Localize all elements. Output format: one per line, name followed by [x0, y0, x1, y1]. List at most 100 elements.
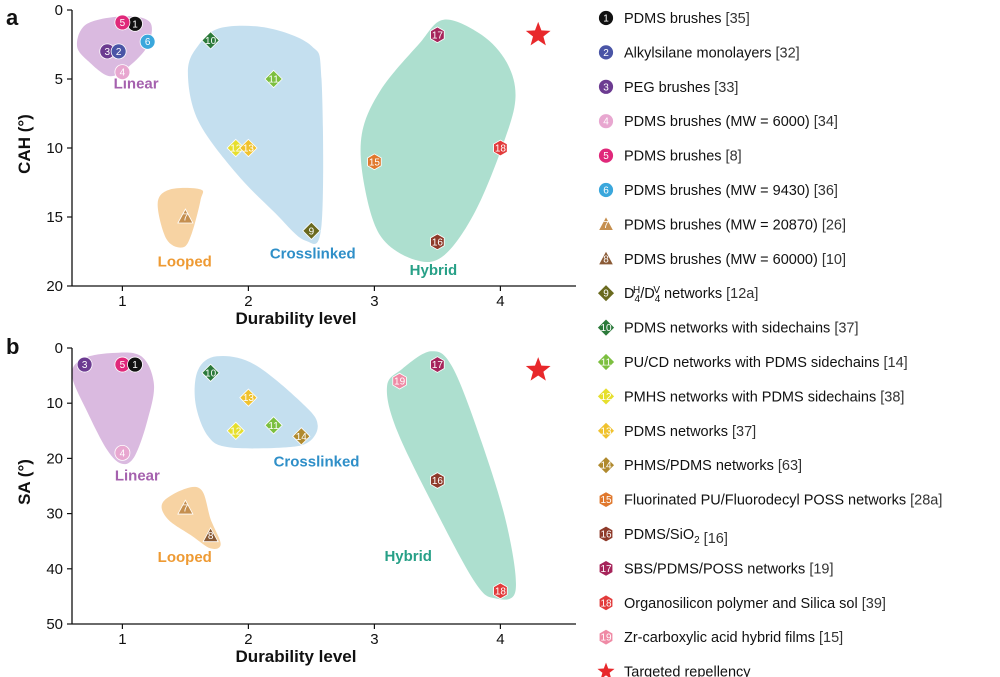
- marker-4: 4: [114, 444, 131, 461]
- marker-number: 7: [183, 213, 189, 224]
- marker-number: 3: [104, 47, 110, 58]
- legend-label: PEG brushes [33]: [624, 80, 738, 96]
- region-label-crosslinked: Crosslinked: [270, 245, 356, 262]
- y-tick-label: 20: [46, 450, 63, 467]
- legend-entry: 11 PU/CD networks with PDMS sidechains [1…: [596, 352, 908, 372]
- legend-ref: [38]: [876, 389, 904, 405]
- marker-5: 5: [114, 14, 131, 31]
- marker-14-legend: 14: [596, 456, 616, 475]
- region-label-crosslinked: Crosslinked: [274, 454, 360, 471]
- x-tick-label: 1: [118, 631, 126, 648]
- legend-label: SBS/PDMS/POSS networks [19]: [624, 561, 834, 577]
- marker-number: 3: [82, 360, 88, 371]
- y-tick-label: 5: [55, 71, 63, 88]
- region-crosslinked: [187, 25, 324, 244]
- marker-10: 10: [201, 363, 220, 383]
- marker-5: 5: [114, 356, 131, 373]
- marker-11-legend: 11: [596, 352, 616, 372]
- marker-7-legend: 7: [597, 215, 615, 231]
- marker-number: 5: [120, 360, 126, 371]
- panel-letter-b: b: [6, 334, 19, 359]
- y-tick-label: 0: [55, 2, 63, 19]
- marker-17-legend: 17: [598, 560, 614, 577]
- legend-label: PDMS brushes [35]: [624, 11, 750, 27]
- target-star: [525, 21, 551, 46]
- marker-number: 11: [268, 75, 279, 86]
- marker-4: 4: [114, 64, 131, 80]
- legend-entry: 14 PHMS/PDMS networks [63]: [596, 456, 802, 475]
- marker-18: 18: [493, 139, 508, 157]
- marker-number: 1: [603, 14, 609, 25]
- marker-number: 12: [230, 144, 242, 155]
- legend-ref: [37]: [830, 321, 858, 337]
- region-label-hybrid: Hybrid: [410, 262, 458, 279]
- x-axis-title: Durability level: [236, 309, 357, 328]
- marker-number: 16: [432, 476, 444, 487]
- marker-number: 17: [432, 360, 444, 371]
- marker-16: 16: [430, 233, 445, 251]
- region-looped: [161, 486, 221, 549]
- marker-number: 9: [309, 226, 315, 237]
- legend-ref: [33]: [710, 80, 738, 96]
- legend-label: Zr-carboxylic acid hybrid films [15]: [624, 630, 843, 646]
- marker-number: 4: [120, 68, 126, 79]
- marker-18: 18: [493, 582, 508, 600]
- marker-number: 16: [600, 530, 612, 541]
- marker-13-legend: 13: [596, 421, 616, 440]
- marker-number: 5: [603, 151, 609, 162]
- marker-number: 11: [601, 358, 612, 369]
- legend-entry: 5 PDMS brushes [8]: [598, 147, 742, 165]
- legend-ref: [32]: [771, 45, 799, 61]
- legend-label: PDMS networks with sidechains [37]: [624, 321, 859, 337]
- marker-number: 14: [296, 432, 308, 443]
- legend-ref: [37]: [728, 424, 756, 440]
- marker-15-legend: 15: [598, 491, 614, 508]
- legend-entry: 10 PDMS networks with sidechains [37]: [596, 318, 859, 337]
- region-linear: [71, 352, 155, 465]
- legend-label: Organosilicon polymer and Silica sol [39…: [624, 596, 886, 612]
- marker-number: 14: [600, 461, 612, 472]
- marker-number: 12: [230, 426, 242, 437]
- legend-entry: 17 SBS/PDMS/POSS networks [19]: [598, 560, 834, 577]
- x-tick-label: 3: [370, 293, 378, 310]
- legend-ref: [34]: [810, 114, 838, 130]
- legend-label: PMHS networks with PDMS sidechains [38]: [624, 389, 904, 405]
- marker-number: 11: [268, 421, 279, 432]
- legend-ref: [16]: [700, 531, 728, 547]
- legend-label: PDMS brushes [8]: [624, 149, 742, 165]
- marker-15: 15: [367, 153, 382, 171]
- marker-11: 11: [264, 416, 283, 435]
- legend-ref: [8]: [722, 149, 742, 165]
- region-label-linear: Linear: [115, 467, 160, 484]
- region-hybrid: [386, 351, 516, 600]
- legend-ref: [26]: [818, 217, 846, 233]
- legend-entry: 18 Organosilicon polymer and Silica sol […: [598, 594, 886, 612]
- marker-number: 15: [600, 495, 612, 506]
- marker-number: 15: [369, 157, 381, 168]
- marker-16-legend: 16: [598, 525, 614, 543]
- marker-11: 11: [264, 69, 283, 89]
- legend-entry: 4 PDMS brushes (MW = 6000) [34]: [598, 113, 838, 130]
- marker-8: 8: [202, 526, 219, 542]
- legend-entry: Targeted repellency: [597, 662, 751, 677]
- marker-9: 9: [302, 221, 321, 240]
- marker-10-legend: 10: [596, 318, 616, 337]
- marker-18-legend: 18: [598, 594, 614, 612]
- marker-16: 16: [430, 472, 445, 489]
- marker-number: 17: [432, 30, 444, 41]
- legend-label: PDMS brushes (MW = 9430) [36]: [624, 183, 838, 199]
- marker-number: 17: [600, 564, 612, 575]
- marker-14: 14: [292, 427, 311, 446]
- marker-3: 3: [76, 356, 93, 373]
- legend-entry: 1 PDMS brushes [35]: [598, 10, 750, 27]
- marker-1: 1: [127, 356, 143, 373]
- marker-1-legend: 1: [598, 10, 614, 26]
- legend-label: Targeted repellency: [624, 665, 751, 677]
- legend-ref: [35]: [722, 11, 750, 27]
- legend-label: D4H/D4V networks [12a]: [624, 285, 758, 305]
- marker-2-legend: 2: [598, 44, 614, 61]
- legend-label: PDMS/SiO2 [16]: [624, 527, 728, 547]
- marker-7: 7: [177, 208, 194, 224]
